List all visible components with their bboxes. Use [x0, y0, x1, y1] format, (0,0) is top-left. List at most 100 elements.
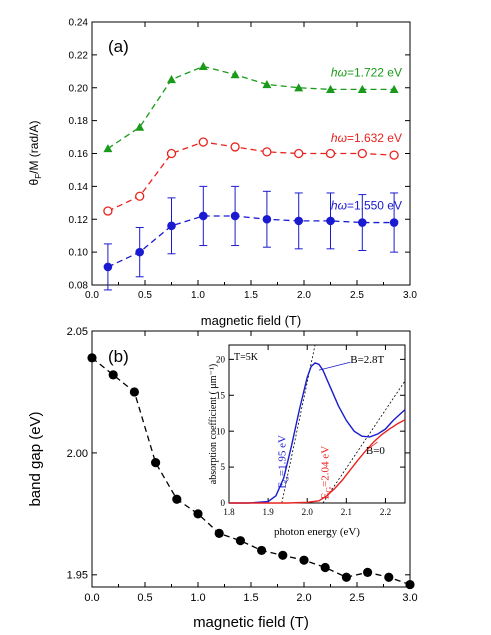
y-tick-label: 2.05: [67, 326, 88, 338]
inset-ylabel: absorption coefficient ( μm⁻¹): [208, 364, 219, 484]
panel-b-xlabel: magnetic field (T): [193, 614, 309, 631]
x-tick-label: 2.0: [302, 507, 314, 517]
data-point: [167, 221, 176, 231]
data-point: [135, 247, 144, 257]
data-point: [167, 75, 176, 84]
inset-eg-label-1: EG=2.04 eV: [320, 446, 334, 500]
y-tick-label: 0: [221, 498, 226, 508]
inset-marks: B=2.8T B=0 EG=1.95 eV EG=2.04 eV: [229, 344, 406, 504]
data-point: [198, 137, 208, 147]
data-point: [294, 216, 304, 226]
inset-eg-label-0: EG=1.95 eV: [277, 435, 291, 489]
data-point: [326, 216, 335, 226]
x-tick-label: 2.5: [349, 592, 364, 604]
data-point: [87, 353, 97, 363]
y-tick-label: 0.20: [69, 83, 89, 94]
panel-b-ylabel: band gap (eV): [27, 411, 44, 506]
x-tick-label: 1.8: [223, 507, 235, 517]
series-line-1: [107, 141, 395, 212]
panel-a-ylabel-main: θ: [27, 178, 41, 185]
panel-a-label: (a): [108, 37, 129, 56]
series-line-0: [107, 65, 395, 150]
data-point: [235, 536, 245, 546]
y-tick-label: 10: [216, 426, 226, 436]
y-tick-label: 0.12: [69, 215, 89, 226]
x-tick-label: 1.5: [243, 592, 258, 604]
data-point: [384, 572, 394, 582]
data-point: [325, 148, 336, 159]
x-tick-label: 2.2: [380, 507, 391, 517]
data-point: [299, 555, 309, 565]
data-point: [358, 218, 367, 227]
tangent-line-red: [322, 380, 406, 504]
x-tick-label: 1.9: [262, 507, 274, 517]
data-point: [294, 83, 304, 92]
y-tick-label: 0.18: [69, 116, 89, 127]
data-point: [103, 144, 113, 153]
inset-ticks: 1.8 1.9 2.0 2.1 2.2 0 5 10 15 20: [216, 345, 405, 517]
data-point: [389, 84, 399, 93]
data-point: [262, 147, 272, 157]
data-point: [166, 148, 177, 159]
inset: 1.8 1.9 2.0 2.1 2.2 0 5 10 15 20 B=2.8T B=0 EG=1.95…: [208, 344, 406, 538]
y-tick-label: 0.22: [69, 50, 89, 61]
series-label-2: hω=1.550 eV: [331, 199, 402, 213]
data-point: [230, 142, 240, 152]
panel-b-label: (b): [108, 347, 129, 366]
data-point: [262, 79, 272, 89]
panel-a-marks: hω=1.722 eV hω=1.632 eV hω=1.550 eV: [103, 61, 402, 291]
data-point: [278, 550, 288, 560]
inset-series-0: [229, 362, 406, 504]
x-tick-label: 0.0: [85, 290, 99, 301]
data-point: [214, 528, 224, 538]
panel-a-ylabel: θF/M (rad/A): [27, 121, 43, 186]
x-tick-label: 2.0: [297, 290, 311, 301]
y-tick-label: 0.24: [69, 18, 89, 29]
inset-label-b28: B=2.8T: [350, 354, 384, 366]
y-tick-label: 0.10: [69, 248, 89, 259]
data-point: [320, 562, 330, 573]
x-tick-label: 0.5: [137, 592, 152, 604]
y-tick-label: 0.08: [69, 281, 89, 292]
data-point: [357, 148, 367, 159]
inset-pointer-b28: [318, 361, 351, 371]
data-point: [230, 211, 240, 221]
data-point: [230, 70, 240, 79]
panel-a-ticks: 0.0 0.5 1.0 1.5 2.0 2.5 3.0 0.08 0.10 0.12 0.14 0.1…: [69, 18, 418, 302]
x-tick-label: 1.0: [191, 290, 205, 301]
y-tick-label: 2.00: [67, 448, 88, 460]
data-point: [135, 191, 145, 201]
panel-b-marks: [87, 353, 415, 590]
data-point: [257, 545, 267, 556]
data-point: [357, 84, 367, 93]
data-point: [108, 370, 118, 380]
panel-a-xlabel: magnetic field (T): [201, 313, 301, 328]
data-point: [129, 387, 139, 397]
x-tick-label: 1.5: [244, 290, 258, 301]
data-point: [389, 150, 399, 160]
panel-a-ylabel-rest: /M (rad/A): [27, 121, 41, 174]
inset-series-1: [229, 419, 406, 504]
inset-frame: [228, 344, 406, 504]
data-point: [198, 61, 208, 70]
x-tick-label: 3.0: [403, 290, 417, 301]
panel-b-ticks: 0.0 0.5 1.0 1.5 2.0 2.5 3.01.952.002.05: [67, 326, 418, 604]
panel-b: 0.0 0.5 1.0 1.5 2.0 2.5 3.01.952.002.05 (b) ma…: [27, 326, 418, 631]
x-tick-label: 2.0: [296, 592, 311, 604]
data-point: [389, 218, 399, 227]
x-tick-label: 3.0: [402, 592, 417, 604]
series-label-0: hω=1.722 eV: [331, 65, 402, 79]
y-tick-label: 15: [216, 390, 226, 400]
x-tick-label: 0.0: [84, 592, 99, 604]
inset-label-b0: B=0: [366, 445, 386, 457]
y-tick-label: 0.16: [69, 149, 89, 160]
x-tick-label: 2.5: [350, 290, 364, 301]
data-point: [172, 494, 182, 504]
data-point: [405, 579, 415, 590]
data-point: [135, 122, 145, 131]
x-tick-label: 1.0: [190, 592, 205, 604]
band-gap-line: [91, 357, 411, 586]
data-point: [151, 458, 161, 468]
data-point: [341, 572, 351, 582]
